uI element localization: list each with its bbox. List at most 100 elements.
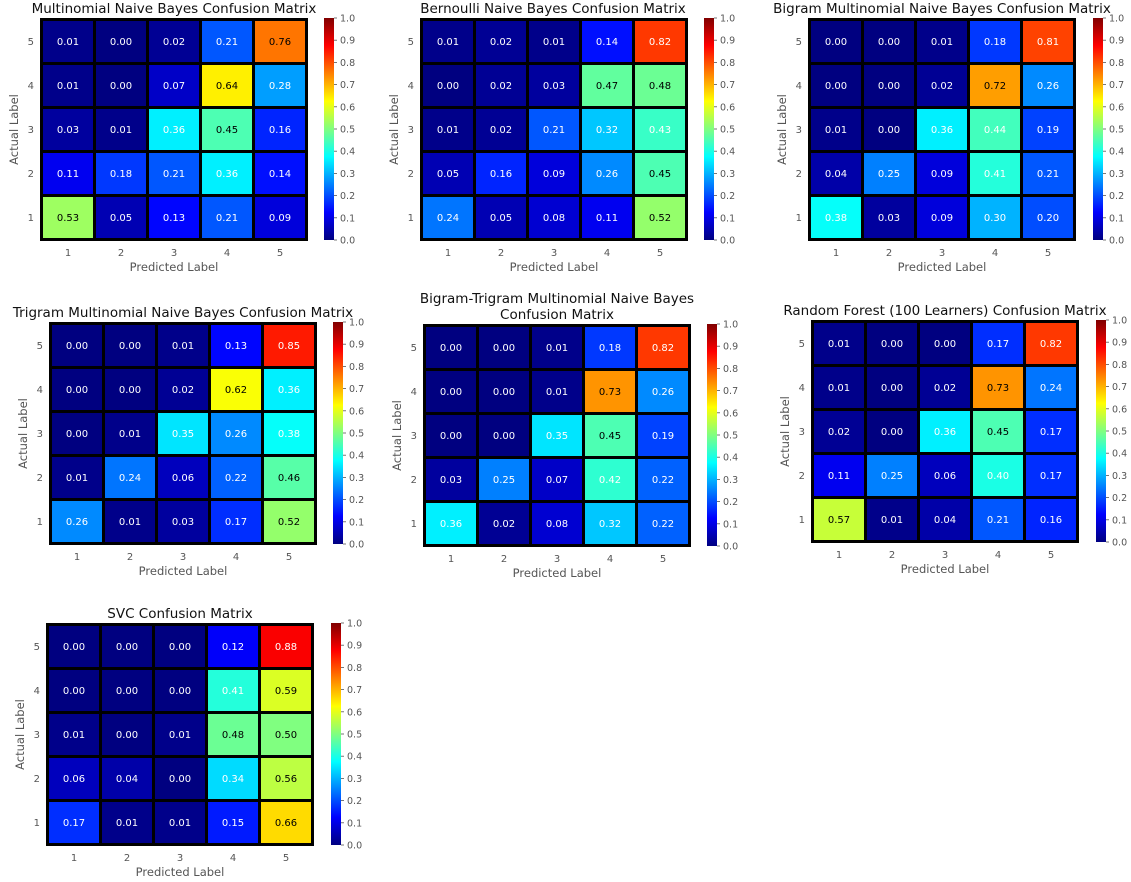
heatmap-cell bbox=[155, 626, 205, 667]
colorbar-tick-label: 0.9 bbox=[340, 36, 355, 47]
heatmap-cell bbox=[261, 626, 311, 667]
x-axis-label: Predicted Label bbox=[139, 564, 228, 578]
cell-value-label: 0.00 bbox=[169, 642, 191, 653]
y-tick-label: 4 bbox=[408, 81, 414, 92]
heatmap-cell bbox=[864, 21, 914, 62]
y-tick-label: 1 bbox=[799, 515, 805, 526]
x-tick-label: 2 bbox=[501, 554, 507, 565]
colorbar-tick-label: 0.8 bbox=[340, 58, 355, 69]
cell-value-label: 0.42 bbox=[599, 475, 621, 486]
colorbar-tick-label: 0.7 bbox=[720, 80, 735, 91]
heatmap-cell bbox=[211, 457, 261, 498]
heatmap-cell bbox=[476, 153, 526, 194]
y-axis-label: Actual Label bbox=[775, 94, 789, 165]
colorbar-tick-label: 0.8 bbox=[349, 362, 364, 373]
heatmap-cell bbox=[1023, 21, 1073, 62]
cell-value-label: 0.38 bbox=[825, 213, 847, 224]
cell-value-label: 0.38 bbox=[278, 429, 300, 440]
x-tick-label: 2 bbox=[124, 853, 130, 864]
heatmap-cell bbox=[582, 65, 632, 106]
heatmap-cell bbox=[1023, 197, 1073, 238]
x-axis-label: Predicted Label bbox=[130, 260, 219, 274]
colorbar-tick-label: 0.4 bbox=[720, 147, 735, 158]
heatmap-cell bbox=[582, 197, 632, 238]
heatmap-cell bbox=[532, 415, 582, 456]
cell-value-label: 0.00 bbox=[119, 385, 141, 396]
heatmap-cell bbox=[426, 371, 476, 412]
cell-value-label: 0.00 bbox=[878, 37, 900, 48]
colorbar-tick-label: 0.2 bbox=[723, 497, 738, 508]
cell-value-label: 0.16 bbox=[1040, 515, 1062, 526]
heatmap-cell bbox=[426, 415, 476, 456]
cell-value-label: 0.17 bbox=[225, 517, 247, 528]
heatmap-cell bbox=[582, 109, 632, 150]
colorbar-tick-label: 0.1 bbox=[1112, 515, 1127, 526]
cell-value-label: 0.00 bbox=[66, 341, 88, 352]
heatmap-cell bbox=[1026, 455, 1076, 496]
cell-value-label: 0.01 bbox=[66, 473, 88, 484]
colorbar-tick-label: 0.8 bbox=[347, 663, 362, 674]
cell-value-label: 0.01 bbox=[546, 343, 568, 354]
heatmap-cell bbox=[864, 65, 914, 106]
cell-value-label: 0.06 bbox=[63, 774, 85, 785]
colorbar-tick-label: 0.1 bbox=[720, 213, 735, 224]
colorbar-tick-label: 1.0 bbox=[723, 320, 738, 331]
heatmap-cell bbox=[920, 499, 970, 540]
heatmap-cell bbox=[635, 109, 685, 150]
x-tick-label: 3 bbox=[942, 550, 948, 561]
heatmap-cell bbox=[476, 21, 526, 62]
cell-value-label: 0.04 bbox=[116, 774, 138, 785]
colorbar-tick-label: 0.2 bbox=[349, 495, 364, 506]
cell-value-label: 0.18 bbox=[984, 37, 1006, 48]
heatmap-cell bbox=[96, 197, 146, 238]
heatmap-cell bbox=[529, 109, 579, 150]
heatmap-cell bbox=[970, 21, 1020, 62]
cell-value-label: 0.64 bbox=[216, 81, 238, 92]
colorbar-tick-label: 0.6 bbox=[1109, 102, 1124, 113]
cell-value-label: 0.82 bbox=[1040, 339, 1062, 350]
heatmap-cell bbox=[49, 802, 99, 843]
cell-value-label: 0.01 bbox=[825, 125, 847, 136]
y-tick-label: 5 bbox=[34, 642, 40, 653]
heatmap-cell bbox=[423, 65, 473, 106]
heatmap-cell bbox=[102, 670, 152, 711]
cell-value-label: 0.01 bbox=[931, 37, 953, 48]
cell-value-label: 0.05 bbox=[110, 213, 132, 224]
colorbar-tick-label: 0.9 bbox=[1112, 338, 1127, 349]
y-tick-label: 4 bbox=[34, 686, 40, 697]
colorbar-tick-label: 0.9 bbox=[720, 36, 735, 47]
x-tick-label: 5 bbox=[286, 552, 292, 563]
heatmap-cell bbox=[814, 323, 864, 364]
colorbar bbox=[1096, 320, 1106, 542]
cell-value-label: 0.36 bbox=[216, 169, 238, 180]
cell-value-label: 0.00 bbox=[825, 37, 847, 48]
heatmap-cell bbox=[814, 455, 864, 496]
colorbar-tick-label: 0.9 bbox=[1109, 36, 1124, 47]
cell-value-label: 0.02 bbox=[163, 37, 185, 48]
cell-value-label: 0.45 bbox=[649, 169, 671, 180]
colorbar-tick-label: 0.3 bbox=[1109, 169, 1124, 180]
cell-value-label: 0.14 bbox=[596, 37, 618, 48]
cell-value-label: 0.50 bbox=[275, 730, 297, 741]
cell-value-label: 0.00 bbox=[825, 81, 847, 92]
chart-title: Random Forest (100 Learners) Confusion M… bbox=[783, 303, 1106, 319]
cell-value-label: 0.47 bbox=[596, 81, 618, 92]
chart-title: SVC Confusion Matrix bbox=[107, 606, 252, 622]
cell-value-label: 0.17 bbox=[1040, 427, 1062, 438]
heatmap-cell bbox=[973, 323, 1023, 364]
heatmap-cell bbox=[264, 413, 314, 454]
cell-value-label: 0.09 bbox=[543, 169, 565, 180]
heatmap-cell bbox=[158, 413, 208, 454]
heatmap-cell bbox=[49, 626, 99, 667]
heatmap-cell bbox=[255, 197, 305, 238]
heatmap-cell bbox=[479, 503, 529, 544]
cell-value-label: 0.66 bbox=[275, 818, 297, 829]
heatmap-cell bbox=[1026, 499, 1076, 540]
colorbar-tick-label: 0.5 bbox=[340, 125, 355, 136]
cell-value-label: 0.13 bbox=[163, 213, 185, 224]
cell-value-label: 0.00 bbox=[878, 81, 900, 92]
cell-value-label: 0.36 bbox=[931, 125, 953, 136]
heatmap-cell bbox=[202, 21, 252, 62]
heatmap-cell bbox=[970, 153, 1020, 194]
cell-value-label: 0.09 bbox=[269, 213, 291, 224]
